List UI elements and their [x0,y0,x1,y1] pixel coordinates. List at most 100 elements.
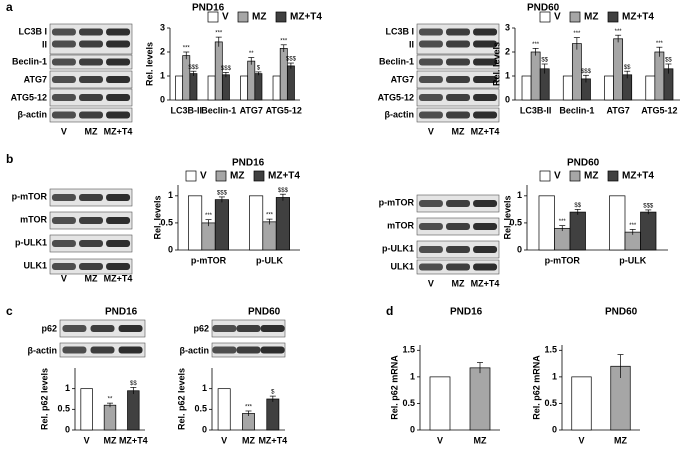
bar [175,75,184,101]
blot-band [236,325,261,332]
chart-title: PND16 [232,158,265,169]
blot-band [212,325,237,332]
panel-letter: d [386,304,393,318]
y-tick-label: 0 [517,244,522,254]
legend-label: V [222,12,229,23]
significance-label: *** [266,213,274,219]
blot-row-label: ATG5-12 [11,92,47,102]
significance-label: *** [615,29,623,35]
blot-band [62,346,87,354]
bar [613,38,624,101]
significance-label: $$ [665,58,672,64]
blot-band [51,111,76,119]
significance-label: *** [215,31,223,37]
legend-swatch [569,11,581,23]
blot-band [446,40,470,48]
bar [640,211,657,251]
blot-row-label: p62 [193,323,209,333]
lane-label: MZ [452,126,465,136]
lane-label: MZ+T4 [104,273,133,283]
blot-row-label: ATG7 [24,74,47,84]
blot-band [90,346,115,354]
y-tick-label: 0 [160,94,165,104]
bar [521,75,532,101]
bar [182,55,191,101]
blot-band [473,94,498,101]
panel-letter: b [6,152,13,166]
blot-band [62,325,87,332]
blot-band [446,94,470,101]
significance-label: $$$ [278,188,289,194]
y-axis-label: Rel. levels [491,42,501,86]
blot-band [446,223,470,230]
significance-label: $ [271,390,275,396]
significance-label: $$$ [188,65,199,71]
lane-label: MZ [85,126,98,136]
legend-label: V [200,171,207,182]
blot-band [418,76,443,83]
y-tick-label: 0 [505,94,510,104]
y-tick-label: 0.5 [402,398,415,408]
bar [127,390,140,431]
blot-band [79,58,103,66]
blot-band [106,111,131,119]
blot-band [236,346,261,354]
blot-band [118,325,143,332]
y-axis-label: Rel. p62 mRNA [531,355,541,420]
legend-swatch [569,170,581,182]
significance-label: *** [573,31,581,37]
blot-row-label: II [42,39,47,49]
legend-swatch [275,11,287,23]
bar [262,221,277,251]
blot-band [90,325,115,332]
blot-band [79,111,103,119]
blot-band [51,263,76,270]
blot-band [418,246,443,253]
y-tick-label: 0.5 [194,404,207,414]
significance-label: *** [532,42,540,48]
blot-row-label: p-mTOR [379,197,415,207]
significance-label: $$$ [643,203,654,209]
blot-band [418,58,443,66]
x-tick-label: V [221,435,227,445]
y-tick-label: 1 [65,383,70,393]
significance-label: $$$ [221,66,232,72]
significance-label: *** [280,38,288,44]
blot-band [79,263,103,270]
panel-letter: c [6,304,13,318]
blot-band [260,346,285,354]
y-tick-label: 1 [505,70,510,80]
blot-row-label: ULK1 [390,261,414,271]
chart-title: PND16 [105,307,138,318]
x-tick-label: p-ULK [256,255,283,265]
y-axis-label: Rel. p62 levels [176,368,186,430]
blot-band [473,246,498,253]
y-axis-label: Rel. levels [502,195,512,239]
y-tick-label: 1 [410,371,415,381]
legend-swatch [539,170,551,182]
significance-label: $ [257,65,261,71]
lane-label: V [61,273,67,283]
x-tick-label: Beclin-1 [201,105,236,115]
bar [609,195,626,251]
bar [221,74,230,101]
blot-band [51,28,76,36]
blot-band [51,76,76,83]
x-tick-label: LC3B-II [171,105,203,115]
blot-row-label: ATG5-12 [378,92,414,102]
legend-label: MZ [252,12,266,23]
y-tick-label: 2 [505,46,510,56]
blot-row-label: β-actin [385,109,415,119]
legend-label: V [554,171,561,182]
blot-band [79,40,103,48]
bar [242,413,255,431]
bar [254,73,263,101]
blot-band [446,28,470,36]
y-tick-label: 1 [517,190,522,200]
significance-label: $$ [574,203,581,209]
lane-label: MZ [85,273,98,283]
x-tick-label: MZ [614,435,627,445]
y-tick-label: 1 [552,371,557,381]
blot-band [473,28,498,36]
